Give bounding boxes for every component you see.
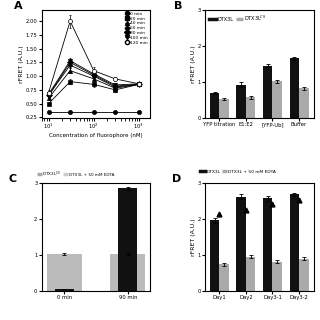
Bar [290,195,299,291]
Y-axis label: rFRET (A.U.): rFRET (A.U.) [19,45,24,83]
Bar [219,264,229,291]
Text: B: B [174,1,183,11]
Y-axis label: rFRET (A.U.): rFRET (A.U.) [191,218,196,256]
Y-axis label: rFRET (A.U.): rFRET (A.U.) [191,45,196,83]
Bar [263,66,273,118]
Bar [263,198,273,291]
Bar [210,92,219,118]
Bar [299,88,309,118]
Legend: DTX3L, DTX3L + 50 mM EDTA: DTX3L, DTX3L + 50 mM EDTA [198,168,277,175]
Text: C: C [9,174,17,184]
Bar [210,220,219,291]
Bar [273,261,282,291]
Bar [290,58,299,118]
Legend: DTX3L$^{CS}$, DTX3L + 50 mM EDTA: DTX3L$^{CS}$, DTX3L + 50 mM EDTA [35,168,116,180]
Bar [118,188,138,291]
Legend: DTX3L, DTX3L$^{CS}$: DTX3L, DTX3L$^{CS}$ [207,12,268,25]
Bar [246,97,255,118]
Text: D: D [172,174,181,184]
X-axis label: Concentration of fluorophore (nM): Concentration of fluorophore (nM) [49,133,143,138]
Bar [299,259,309,291]
Bar [236,85,246,118]
Bar [54,289,74,291]
Bar [219,99,229,118]
Bar [46,254,82,291]
Bar [246,257,255,291]
Bar [110,254,146,291]
Bar [273,82,282,118]
Bar [236,196,246,291]
Legend: 0 min, 20 min, 40 min, 60 min, 80 min, 100 min, 120 min: 0 min, 20 min, 40 min, 60 min, 80 min, 1… [125,12,148,44]
Text: A: A [14,1,23,11]
